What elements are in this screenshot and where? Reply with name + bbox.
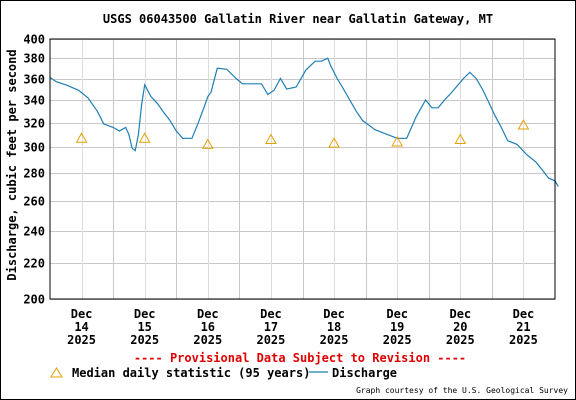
median-marker xyxy=(517,119,530,130)
x-tick-label: Dec xyxy=(71,307,93,321)
legend-discharge-label: Discharge xyxy=(332,366,397,380)
y-axis-label: Discharge, cubic feet per second xyxy=(5,49,19,280)
x-tick-label: Dec xyxy=(386,307,408,321)
x-tick-label: 2025 xyxy=(193,333,222,347)
y-tick-label: 360 xyxy=(23,73,45,87)
y-tick-label: 380 xyxy=(23,52,45,66)
median-marker xyxy=(75,132,88,143)
median-marker xyxy=(328,137,340,148)
x-tick-label: 2025 xyxy=(383,333,412,347)
credit-text: Graph courtesy of the U.S. Geological Su… xyxy=(356,386,568,395)
median-marker xyxy=(201,138,214,149)
median-marker xyxy=(454,133,467,144)
median-marker xyxy=(138,132,151,143)
chart-title: USGS 06043500 Gallatin River near Gallat… xyxy=(103,12,493,26)
y-tick-label: 280 xyxy=(23,167,45,181)
y-tick-label: 300 xyxy=(23,141,45,155)
x-tick-label: 2025 xyxy=(320,333,349,347)
x-tick-label: 2025 xyxy=(509,333,538,347)
x-tick-labels: Dec142025Dec152025Dec162025Dec172025Dec1… xyxy=(67,307,538,347)
grid-lines xyxy=(50,39,555,300)
y-tick-label: 200 xyxy=(23,293,45,307)
x-tick-label: 2025 xyxy=(130,333,159,347)
y-tick-label: 240 xyxy=(23,225,45,239)
y-tick-label: 220 xyxy=(23,257,45,271)
x-tick-label: 17 xyxy=(264,320,278,334)
x-tick-label: 15 xyxy=(137,320,151,334)
x-tick-label: Dec xyxy=(134,307,156,321)
median-markers xyxy=(75,119,530,149)
x-tick-label: 16 xyxy=(201,320,215,334)
discharge-series xyxy=(49,57,559,187)
y-tick-label: 260 xyxy=(23,195,45,209)
provisional-data-notice: ---- Provisional Data Subject to Revisio… xyxy=(134,351,466,365)
x-tick-label: Dec xyxy=(197,307,219,321)
x-tick-label: 21 xyxy=(516,320,530,334)
x-tick-label: Dec xyxy=(260,307,282,321)
discharge-line xyxy=(49,57,559,187)
x-tick-label: Dec xyxy=(323,307,345,321)
legend: Median daily statistic (95 years) Discha… xyxy=(50,366,397,380)
plot-area-border xyxy=(49,38,556,300)
y-tick-label: 320 xyxy=(23,117,45,131)
y-tick-label: 400 xyxy=(23,33,45,47)
x-tick-label: 2025 xyxy=(446,333,475,347)
legend-median-label: Median daily statistic (95 years) xyxy=(72,366,310,380)
x-tick-label: 19 xyxy=(390,320,404,334)
x-tick-label: 20 xyxy=(453,320,467,334)
median-marker xyxy=(265,133,277,144)
x-tick-label: 14 xyxy=(74,320,88,334)
x-tick-label: 2025 xyxy=(256,333,285,347)
legend-median-marker xyxy=(50,367,63,378)
x-tick-label: 2025 xyxy=(67,333,96,347)
x-tick-label: Dec xyxy=(449,307,471,321)
x-tick-label: Dec xyxy=(513,307,535,321)
median-marker xyxy=(391,135,404,147)
x-tick-label: 18 xyxy=(327,320,341,334)
y-tick-labels: 200 220 240 260 280 300 320 340 360 380 400 xyxy=(23,33,45,307)
y-tick-label: 340 xyxy=(23,94,45,108)
